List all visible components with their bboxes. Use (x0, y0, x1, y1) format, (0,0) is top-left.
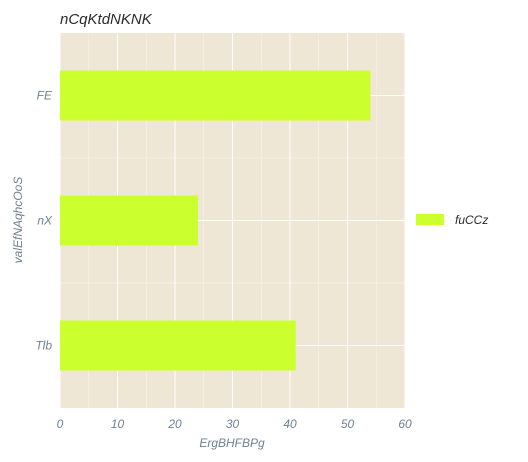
x-axis-label: ErgBHFBPg (199, 436, 265, 450)
legend-swatch (416, 214, 444, 225)
x-tick-label: 50 (341, 417, 355, 431)
y-tick-label: FE (37, 89, 53, 103)
x-axis-ticks: 0 10 20 30 40 50 60 (57, 417, 412, 431)
y-tick-label: Tlb (35, 339, 52, 353)
x-tick-label: 0 (57, 417, 64, 431)
x-tick-label: 40 (283, 417, 297, 431)
bar (60, 320, 296, 371)
bar (60, 70, 371, 121)
x-tick-label: 10 (111, 417, 125, 431)
legend: fuCCz (416, 213, 488, 227)
legend-entry: fuCCz (455, 213, 488, 227)
bar (60, 195, 198, 246)
bars (60, 70, 371, 371)
y-tick-label: nX (37, 214, 53, 228)
x-tick-label: 30 (226, 417, 240, 431)
x-tick-label: 60 (398, 417, 412, 431)
x-tick-label: 20 (167, 417, 182, 431)
chart-title: nCqKtdNKNK (60, 11, 153, 28)
y-axis-label: valEfNAqhcOoS (11, 177, 25, 264)
y-axis-ticks: FE nX Tlb (35, 89, 53, 353)
